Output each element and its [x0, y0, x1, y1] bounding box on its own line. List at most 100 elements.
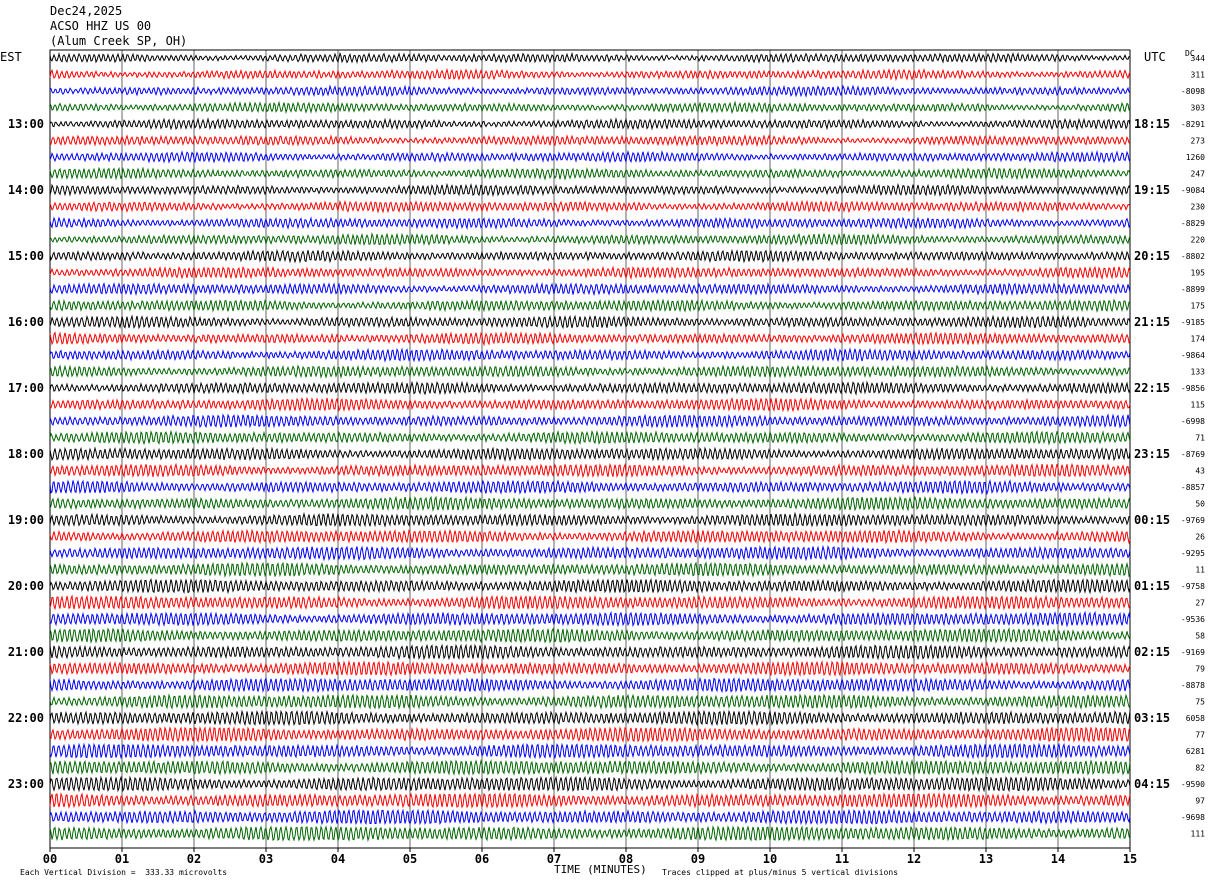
- dc-offset-value: -9185: [1181, 318, 1205, 327]
- seismic-trace: [49, 67, 1131, 82]
- dc-offset-value: 303: [1191, 104, 1206, 113]
- seismic-trace: [49, 216, 1131, 231]
- seismic-trace: [49, 199, 1131, 214]
- seismic-trace: [49, 511, 1131, 528]
- utc-hour-label: 19:15: [1134, 183, 1170, 197]
- dc-offset-value: 79: [1195, 665, 1205, 674]
- seismic-trace: [49, 413, 1131, 429]
- dc-offset-value: -6998: [1181, 417, 1205, 426]
- seismic-trace: [49, 429, 1131, 446]
- dc-offset-value: 111: [1191, 830, 1206, 839]
- seismic-trace: [49, 84, 1131, 99]
- x-tick-label: 06: [475, 852, 489, 866]
- dc-offset-value: -9758: [1181, 582, 1205, 591]
- utc-hour-label: 20:15: [1134, 249, 1170, 263]
- x-tick-label: 14: [1051, 852, 1065, 866]
- x-tick-label: 08: [619, 852, 633, 866]
- seismic-trace: [49, 709, 1131, 727]
- seismic-trace: [49, 495, 1131, 512]
- dc-offset-value: 175: [1191, 302, 1206, 311]
- dc-column-label: DC: [1185, 49, 1195, 58]
- dc-offset-value: -8829: [1181, 219, 1205, 228]
- seismic-trace: [49, 330, 1131, 347]
- dc-offset-value: -8878: [1181, 681, 1205, 690]
- est-hour-label: 16:00: [8, 315, 44, 329]
- dc-offset-value: 247: [1191, 170, 1206, 179]
- dc-offset-value: -9295: [1181, 549, 1205, 558]
- est-hour-label: 15:00: [8, 249, 44, 263]
- dc-offset-value: -9856: [1181, 384, 1205, 393]
- x-tick-label: 11: [835, 852, 849, 866]
- est-hour-label: 20:00: [8, 579, 44, 593]
- est-hour-label: 18:00: [8, 447, 44, 461]
- station-code: ACSO HHZ US 00: [50, 19, 152, 33]
- utc-hour-label: 22:15: [1134, 381, 1170, 395]
- dc-offset-value: -8857: [1181, 483, 1205, 492]
- utc-hour-label: 00:15: [1134, 513, 1170, 527]
- est-hour-label: 23:00: [8, 777, 44, 791]
- seismic-trace: [49, 643, 1131, 661]
- utc-hour-label: 01:15: [1134, 579, 1170, 593]
- dc-offset-value: 58: [1195, 632, 1205, 641]
- seismic-trace: [49, 396, 1131, 413]
- seismic-trace: [49, 134, 1131, 148]
- seismic-trace: [49, 117, 1131, 131]
- dc-offset-value: 273: [1191, 137, 1206, 146]
- utc-hour-label: 23:15: [1134, 447, 1170, 461]
- dc-offset-value: 11: [1195, 566, 1205, 575]
- x-tick-label: 10: [763, 852, 777, 866]
- scale-note: Each Vertical Division = 333.33 microvol…: [20, 868, 228, 877]
- seismic-trace: [49, 676, 1131, 694]
- seismic-trace: [49, 693, 1131, 710]
- est-hour-label: 22:00: [8, 711, 44, 725]
- utc-hour-label: 03:15: [1134, 711, 1170, 725]
- seismic-trace: [49, 149, 1131, 164]
- seismic-trace: [49, 314, 1131, 330]
- dc-offset-value: 311: [1191, 71, 1206, 80]
- dc-offset-value: -8802: [1181, 252, 1205, 261]
- seismic-trace: [49, 825, 1131, 842]
- seismic-trace: [49, 166, 1131, 181]
- dc-offset-value: 115: [1191, 401, 1206, 410]
- dc-offset-value: 344: [1191, 54, 1206, 63]
- dc-offset-value: -8098: [1181, 87, 1205, 96]
- dc-offset-value: 77: [1195, 731, 1205, 740]
- seismic-trace: [49, 478, 1131, 496]
- est-hour-label: 14:00: [8, 183, 44, 197]
- dc-offset-value: 82: [1195, 764, 1205, 773]
- dc-offset-value: 75: [1195, 698, 1205, 707]
- seismic-trace: [49, 742, 1131, 760]
- plot-date: Dec24,2025: [50, 4, 123, 18]
- x-axis-title: TIME (MINUTES): [554, 863, 647, 876]
- seismic-trace: [49, 446, 1131, 462]
- x-tick-label: 01: [115, 852, 129, 866]
- seismic-trace: [49, 594, 1131, 611]
- x-tick-label: 04: [331, 852, 345, 866]
- seismic-trace: [49, 182, 1131, 198]
- est-hour-label: 13:00: [8, 117, 44, 131]
- dc-offset-value: 27: [1195, 599, 1205, 608]
- seismic-trace: [49, 544, 1131, 562]
- seismic-trace: [49, 610, 1131, 628]
- seismic-trace: [49, 726, 1131, 743]
- dc-offset-value: -9769: [1181, 516, 1205, 525]
- x-tick-label: 02: [187, 852, 201, 866]
- dc-offset-value: -9084: [1181, 186, 1205, 195]
- seismic-trace: [49, 100, 1131, 115]
- dc-offset-value: 195: [1191, 269, 1206, 278]
- est-hour-label: 19:00: [8, 513, 44, 527]
- seismic-trace: [49, 281, 1131, 297]
- utc-hour-label: 21:15: [1134, 315, 1170, 329]
- est-hour-label: 17:00: [8, 381, 44, 395]
- x-tick-label: 15: [1123, 852, 1137, 866]
- seismic-trace: [49, 232, 1131, 247]
- est-hour-label: 21:00: [8, 645, 44, 659]
- seismic-trace: [49, 462, 1131, 479]
- seismic-trace: [49, 561, 1131, 578]
- seismic-trace: [49, 577, 1131, 595]
- dc-offset-value: -9590: [1181, 780, 1205, 789]
- dc-offset-value: -8899: [1181, 285, 1205, 294]
- dc-offset-value: 174: [1191, 335, 1206, 344]
- station-location: (Alum Creek SP, OH): [50, 34, 188, 48]
- x-tick-label: 00: [43, 852, 57, 866]
